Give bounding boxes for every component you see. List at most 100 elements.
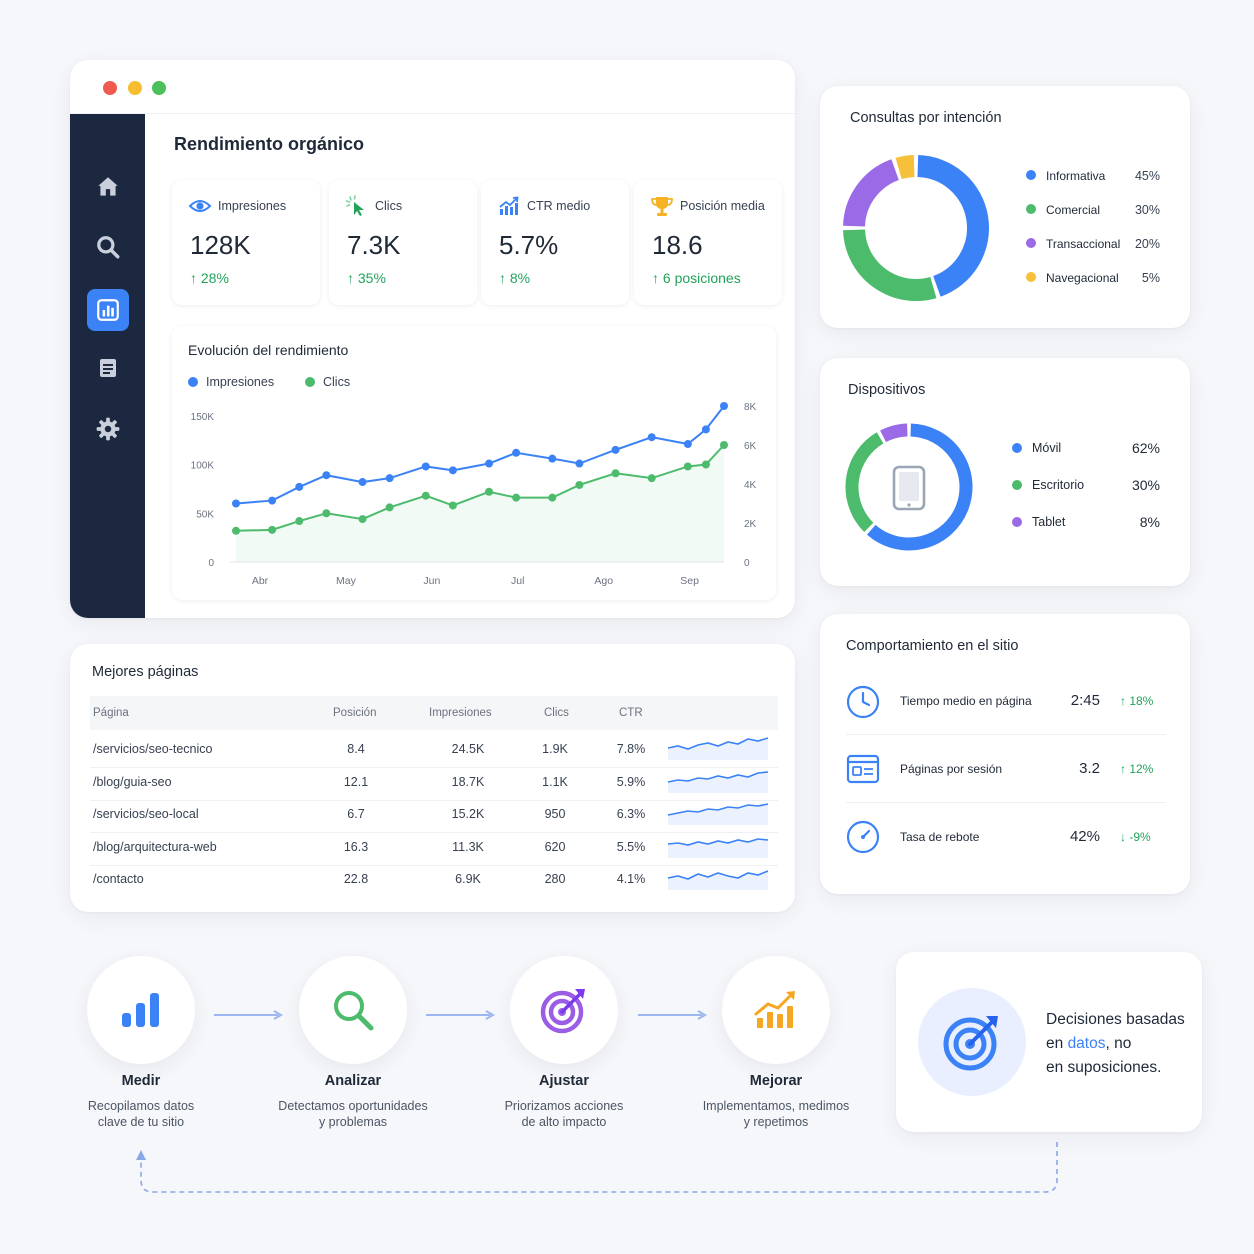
data-point-clicks[interactable]: [575, 480, 584, 489]
column-header-page[interactable]: Página: [93, 707, 129, 719]
x-tick-label: Jun: [423, 575, 440, 587]
donut-slice-informativa[interactable]: [917, 155, 989, 297]
legend-impressions[interactable]: Impresiones: [188, 375, 274, 389]
kpi-value: 128K: [190, 230, 251, 260]
legend-percent: 5%: [1141, 271, 1160, 285]
data-point-clicks[interactable]: [611, 469, 620, 478]
step-description-line: Priorizamos acciones: [504, 1099, 624, 1113]
data-point-clicks[interactable]: [295, 517, 304, 526]
step-measure[interactable]: [87, 956, 195, 1064]
data-point-impressions[interactable]: [485, 459, 494, 468]
clicks-area: [236, 445, 724, 562]
column-header-position[interactable]: Posición: [333, 707, 377, 719]
data-point-clicks[interactable]: [385, 503, 394, 512]
sidebar-settings[interactable]: [87, 408, 129, 450]
document-icon: [100, 359, 116, 377]
data-point-impressions[interactable]: [295, 482, 304, 491]
sparkline-area: [668, 804, 768, 825]
data-point-impressions[interactable]: [683, 440, 692, 449]
data-point-impressions[interactable]: [647, 433, 656, 442]
behavior-title: Comportamiento en el sitio: [846, 638, 1019, 654]
decision-highlight: datos: [1067, 1035, 1106, 1052]
sidebar-home[interactable]: [87, 166, 129, 208]
sidebar-analytics[interactable]: [87, 289, 129, 331]
data-point-impressions[interactable]: [548, 454, 557, 463]
maximize-window-button[interactable]: [152, 81, 166, 95]
data-point-impressions[interactable]: [720, 402, 728, 410]
donut-slice-transaccional[interactable]: [843, 159, 900, 227]
legend-clicks[interactable]: Clics: [305, 375, 350, 389]
decision-suffix: , no: [1105, 1035, 1132, 1052]
column-header-impressions[interactable]: Impresiones: [429, 707, 492, 719]
donut-slice-móvil[interactable]: [866, 423, 973, 551]
data-point-impressions[interactable]: [322, 471, 331, 480]
sidebar-search[interactable]: [87, 226, 129, 268]
trend-sparkline: [667, 837, 769, 858]
row-divider: [90, 767, 778, 768]
data-point-impressions[interactable]: [358, 478, 367, 487]
data-point-clicks[interactable]: [421, 491, 430, 500]
data-point-clicks[interactable]: [268, 525, 277, 534]
donut-slice-comercial[interactable]: [843, 229, 937, 301]
data-point-clicks[interactable]: [683, 462, 692, 471]
legend-percent: 45%: [1134, 169, 1160, 183]
data-point-impressions[interactable]: [232, 499, 240, 508]
intent-title: Consultas por intención: [850, 110, 1002, 126]
column-header-ctr[interactable]: CTR: [619, 707, 643, 719]
data-point-impressions[interactable]: [611, 445, 620, 454]
table-cell-page[interactable]: /blog/arquitectura-web: [93, 839, 217, 854]
x-tick-label: Ago: [594, 575, 613, 587]
minimize-window-button[interactable]: [128, 81, 142, 95]
donut-slice-navegacional[interactable]: [895, 155, 915, 180]
table-cell-page[interactable]: /servicios/seo-local: [93, 807, 199, 821]
data-point-clicks[interactable]: [720, 441, 728, 449]
step-name: Analizar: [324, 1073, 382, 1089]
home-icon: [98, 177, 118, 196]
step-adjust[interactable]: [510, 956, 618, 1064]
data-point-clicks[interactable]: [548, 493, 557, 502]
table-cell-clics: 620: [544, 839, 566, 854]
step-improve[interactable]: [722, 956, 830, 1064]
close-window-button[interactable]: [103, 81, 117, 95]
step-name: Ajustar: [539, 1073, 589, 1089]
sparkline-line: [667, 803, 769, 816]
donut-slice-escritorio[interactable]: [845, 432, 884, 532]
data-point-clicks[interactable]: [358, 515, 367, 524]
table-cell-page[interactable]: /servicios/seo-tecnico: [93, 742, 213, 756]
data-point-clicks[interactable]: [701, 460, 710, 469]
sidebar-reports[interactable]: [87, 347, 129, 389]
data-point-impressions[interactable]: [512, 448, 521, 457]
data-point-impressions[interactable]: [575, 459, 584, 468]
table-cell-pos: 12.1: [343, 774, 369, 789]
magnifier-icon: [334, 991, 374, 1031]
data-point-impressions[interactable]: [268, 496, 277, 505]
kpi-card-clicks: Clics 7.3K ↑ 35%: [329, 180, 477, 305]
metric-value: 2:45: [1070, 692, 1100, 709]
kpi-label: CTR medio: [527, 199, 591, 213]
kpi-label: Clics: [375, 199, 403, 213]
arrow-right-icon: [426, 1010, 496, 1020]
page-title: Rendimiento orgánico: [174, 134, 365, 154]
trend-sparkline: [667, 770, 769, 793]
table-cell-page[interactable]: /blog/guia-seo: [93, 774, 172, 789]
legend-dot: [1026, 170, 1036, 180]
table-cell-page[interactable]: /contacto: [93, 872, 144, 886]
metric-label: Tasa de rebote: [900, 830, 980, 844]
data-point-impressions[interactable]: [421, 462, 430, 471]
column-header-clicks[interactable]: Clics: [544, 707, 569, 719]
data-point-impressions[interactable]: [385, 474, 394, 483]
clock-icon: [846, 685, 880, 719]
data-point-clicks[interactable]: [647, 474, 656, 483]
data-point-impressions[interactable]: [701, 425, 710, 434]
data-point-clicks[interactable]: [485, 487, 494, 496]
intent-card: Consultas por intención Informativa 45% Co…: [820, 86, 1190, 328]
data-point-clicks[interactable]: [448, 501, 457, 510]
donut-slice-tablet[interactable]: [880, 423, 908, 443]
legend-percent: 62%: [1131, 440, 1160, 456]
data-point-clicks[interactable]: [322, 509, 331, 518]
step-analyze[interactable]: [299, 956, 407, 1064]
data-point-impressions[interactable]: [448, 466, 457, 475]
data-point-clicks[interactable]: [232, 526, 240, 535]
legend-label: Impresiones: [206, 375, 275, 389]
data-point-clicks[interactable]: [512, 493, 521, 502]
